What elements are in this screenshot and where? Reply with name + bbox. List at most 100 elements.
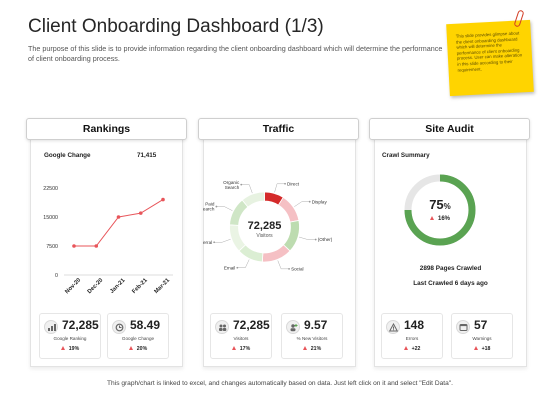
y-tick-label: 7500: [46, 244, 58, 250]
leader-dot: [215, 205, 218, 208]
stat-label: Google Change: [121, 336, 155, 341]
leader-dot: [288, 267, 290, 270]
stat-value: 72,285: [62, 318, 99, 332]
up-arrow-icon: [60, 346, 65, 350]
stat-change-value: 19%: [68, 346, 80, 352]
stat-label: % New Visitors: [296, 336, 328, 341]
gauge-value: 75: [429, 197, 444, 212]
data-point: [94, 244, 99, 248]
stat-card-warnings: 57 Warnings +18: [451, 313, 513, 359]
stat-label: Visitors: [233, 336, 249, 341]
sticky-note: This slide provides glimpse about the cl…: [446, 19, 534, 97]
up-arrow-icon: [302, 346, 307, 350]
y-tick-label: 0: [55, 273, 58, 279]
leader-line: [274, 183, 286, 193]
y-tick-label: 15000: [43, 215, 58, 221]
x-tick-label: Dec-20: [87, 277, 105, 295]
page-subtitle: The purpose of this slide is to provide …: [28, 44, 443, 63]
slice-label: Email: [224, 265, 236, 270]
leader-dot: [213, 241, 216, 244]
stat-change-value: 17%: [239, 346, 251, 352]
ranking-icon: [44, 320, 58, 334]
y-tick-label: 22500: [43, 186, 58, 192]
stat-card-visitors: 72,285 Visitors 17%: [210, 313, 272, 359]
rankings-header: Rankings: [26, 118, 187, 140]
x-tick-label: Mar-21: [154, 277, 172, 295]
stat-change: 19%: [40, 346, 100, 352]
donut-center-label: Visitors: [256, 233, 273, 239]
crawl-summary-label: Crawl Summary: [382, 152, 430, 159]
leader-line: [214, 239, 231, 243]
stat-label: Google Ranking: [53, 336, 87, 341]
donut-slice: [261, 244, 291, 263]
stat-change-value: +22: [411, 346, 421, 352]
leader-line: [299, 236, 316, 240]
stat-change: 17%: [211, 346, 271, 352]
slice-label: Referral: [203, 240, 212, 245]
up-arrow-icon: [429, 216, 434, 220]
stat-change: +22: [382, 346, 442, 352]
stat-card-google-ranking: 72,285 Google Ranking 19%: [39, 313, 101, 359]
donut-slice: [282, 219, 300, 252]
gauge-readout: 75%: [400, 196, 480, 214]
leader-dot: [314, 238, 317, 241]
data-point: [161, 197, 165, 202]
gauge-fill: [404, 174, 476, 246]
gauge-unit: %: [443, 202, 451, 211]
leader-dot: [284, 182, 286, 185]
stat-change: +18: [452, 346, 512, 352]
stat-card-new-visitors: 9.57 % New Visitors 21%: [281, 313, 343, 359]
donut-slice: [229, 224, 247, 252]
warnings-icon: [456, 320, 470, 334]
slice-label: Organic Search: [223, 180, 240, 190]
google-change-line-chart: 0 7500 15000 22500 Nov-20 Dec-20 Jan-21 Feb-21 M…: [43, 186, 173, 295]
leader-line: [216, 206, 233, 211]
leader-line: [277, 260, 290, 270]
data-point: [72, 244, 76, 248]
series-line: [74, 199, 164, 247]
site-audit-header: Site Audit: [369, 118, 530, 140]
up-arrow-icon: [473, 346, 478, 350]
slice-label: PaidSearch: [203, 202, 215, 212]
gauge-change: 16%: [400, 216, 480, 222]
stat-change-value: 20%: [136, 346, 148, 352]
leader-line: [237, 259, 250, 268]
stat-card-errors: 148 Errors +22: [381, 313, 443, 359]
up-arrow-icon: [231, 346, 236, 350]
donut-center-value: 72,285: [248, 220, 282, 232]
stat-value: 148: [404, 318, 425, 332]
leader-dot: [240, 183, 243, 186]
stat-label: Errors: [405, 336, 419, 341]
visitors-icon: [215, 320, 229, 334]
stat-value: 57: [474, 318, 488, 332]
stat-change: 20%: [108, 346, 168, 352]
donut-slice: [277, 196, 300, 223]
sticky-note-text: This slide provides glimpse about the cl…: [455, 30, 523, 73]
stat-card-google-change: 58.49 Google Change 20%: [107, 313, 169, 359]
google-change-icon: [112, 320, 126, 334]
donut-slice: [241, 191, 265, 208]
up-arrow-icon: [128, 346, 133, 350]
slice-label: Display: [312, 199, 328, 204]
leader-line: [241, 184, 253, 194]
new-visitors-icon: [286, 320, 300, 334]
slice-label: Direct: [287, 181, 300, 186]
last-crawled: Last Crawled 6 days ago: [413, 280, 488, 287]
stat-change: 21%: [282, 346, 342, 352]
errors-icon: [386, 320, 400, 334]
traffic-donut-chart: Direct Display (Other) Social Email Referral P…: [203, 180, 333, 272]
gauge-change-value: 16%: [437, 216, 450, 222]
google-change-value: 71,415: [137, 152, 157, 159]
x-tick-label: Nov-20: [64, 277, 82, 295]
x-tick-label: Feb-21: [131, 277, 149, 295]
pages-crawled: 2898 Pages Crawled: [419, 265, 482, 272]
stat-change-value: +18: [481, 346, 491, 352]
slice-label: Social: [291, 266, 304, 271]
leader-line: [294, 201, 310, 207]
page-title: Client Onboarding Dashboard (1/3): [28, 16, 324, 37]
leader-dot: [308, 200, 311, 203]
stat-label: Warnings: [472, 336, 492, 341]
stat-change-value: 21%: [310, 346, 322, 352]
google-change-label: Google Change: [44, 152, 91, 159]
slice-label: (Other): [318, 237, 333, 242]
